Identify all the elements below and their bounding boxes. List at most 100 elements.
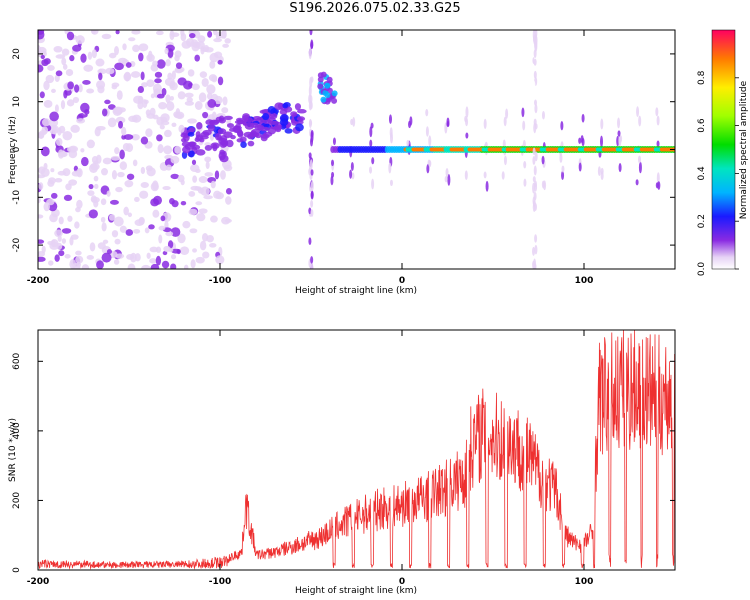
spectrogram-cell xyxy=(40,146,50,157)
spectrogram-cell xyxy=(43,162,48,170)
spectrogram-cell xyxy=(199,240,207,251)
spectrogram-cell xyxy=(371,157,375,165)
spectrogram-cell xyxy=(533,165,537,176)
spectrogram-cell xyxy=(244,117,253,123)
spectrogram-cell xyxy=(94,127,101,137)
spectrogram-cell xyxy=(195,201,203,206)
spectrogram-cell xyxy=(225,188,232,195)
colorbar-tick-label: 0.6 xyxy=(697,118,707,133)
spectrogram-cell xyxy=(202,251,210,259)
spectrogram-x-axis-label: Height of straight line (km) xyxy=(295,286,417,296)
spectrogram-cell xyxy=(214,170,220,180)
spectrogram-cell xyxy=(63,194,73,201)
spectrogram-cell xyxy=(578,137,582,144)
spectrogram-cell xyxy=(188,150,195,158)
spectrogram-cell xyxy=(43,80,50,91)
spectrogram-cell xyxy=(141,264,151,269)
spectrogram-cell xyxy=(65,69,74,77)
colorbar-tick-label: 0.4 xyxy=(697,166,707,181)
spectrogram-cell xyxy=(194,54,200,62)
spectrogram-cell xyxy=(218,138,228,146)
spectrogram-cell xyxy=(181,40,192,49)
spectrogram-cell xyxy=(279,118,289,126)
spectrogram-cell xyxy=(240,141,247,148)
spectrogram-cell xyxy=(71,170,81,177)
spectrogram-cell xyxy=(205,161,210,169)
spectrogram-cell xyxy=(226,139,234,148)
spectrogram-cell xyxy=(183,80,193,90)
spectrogram-cell xyxy=(106,190,111,197)
spectrogram-cell xyxy=(224,218,232,223)
spectrogram-cell xyxy=(69,259,77,269)
spectrogram-cell xyxy=(108,214,116,221)
spectrogram-cell xyxy=(137,85,145,93)
spectrogram-cell xyxy=(251,128,261,134)
spectrogram-cell xyxy=(209,60,216,69)
spectrogram-cell xyxy=(62,63,68,70)
spectrogram-cell xyxy=(164,47,169,55)
spectrogram-cell xyxy=(209,242,217,248)
spectrogram-cell xyxy=(211,75,218,83)
spectrogram-cell xyxy=(174,50,182,58)
spectrogram-cell xyxy=(158,234,163,244)
spectrogram-cell xyxy=(41,118,51,127)
spectrogram-cell xyxy=(331,90,338,97)
spectrogram-cell xyxy=(74,221,80,229)
spectrogram-cell xyxy=(561,165,565,173)
spectrogram-cell xyxy=(38,64,44,73)
spectrogram-cell xyxy=(204,144,213,151)
spectrogram-cell xyxy=(618,135,622,147)
spectrogram-cell xyxy=(201,77,209,87)
spectrogram-cell xyxy=(80,156,89,167)
spectrogram-cell xyxy=(155,30,164,36)
spectrogram-cell xyxy=(465,106,469,119)
spectrogram-cell xyxy=(189,33,196,39)
y-tick-label: -10 xyxy=(12,190,22,205)
spectrogram-cell xyxy=(127,263,136,269)
colorbar-tick-label: 0.0 xyxy=(697,262,707,277)
spectrogram-cell xyxy=(184,100,195,106)
spectrogram-cell xyxy=(125,229,134,236)
spectrogram-cell xyxy=(162,186,171,191)
spectrogram-cell xyxy=(207,99,217,108)
y-tick-label: 0 xyxy=(12,146,22,152)
spectrogram-cell xyxy=(192,144,201,150)
spectrogram-cell xyxy=(161,88,167,96)
spectrogram-cell xyxy=(40,54,45,60)
spectrogram-cell xyxy=(290,111,298,117)
spectrogram-cell xyxy=(206,234,214,243)
spectrogram-cell xyxy=(171,70,176,80)
spectrogram-cell xyxy=(123,206,129,216)
spectrogram-cell xyxy=(61,57,67,66)
x-tick-label: -200 xyxy=(27,577,50,587)
spectrogram-cell xyxy=(119,149,125,160)
spectrogram-cell xyxy=(96,80,106,90)
spectrogram-cell xyxy=(203,195,213,200)
spectrogram-cell xyxy=(80,102,90,113)
spectrogram-cell xyxy=(483,118,487,130)
spectrogram-cell xyxy=(217,76,224,86)
spectrogram-cell xyxy=(213,38,222,43)
spectrogram-y-ticks: -20 -10 0 10 20 xyxy=(12,48,675,252)
spectrogram-cell xyxy=(49,111,59,122)
spectrogram-cell xyxy=(581,113,585,123)
spectrogram-cell xyxy=(533,180,537,188)
spectrogram-cell xyxy=(600,118,604,130)
spectrogram-cell xyxy=(210,215,218,223)
spectrogram-cell xyxy=(183,133,190,142)
y-tick-label: 20 xyxy=(12,48,22,60)
spectrogram-cell xyxy=(105,67,115,75)
spectrogram-cell xyxy=(192,175,198,183)
spectrogram-cell xyxy=(132,159,138,167)
spectrogram-cell xyxy=(38,214,44,219)
spectrogram-cell xyxy=(182,146,191,154)
spectrogram-cell xyxy=(78,84,83,93)
spectrogram-cell xyxy=(204,156,212,163)
spectrogram-cell xyxy=(206,84,216,95)
spectrogram-cell xyxy=(55,54,66,59)
spectrogram-cell xyxy=(100,198,107,206)
spectrogram-cell xyxy=(109,199,119,205)
spectrogram-cell xyxy=(91,196,100,203)
spectrogram-cell xyxy=(259,126,270,132)
spectrogram-cell xyxy=(505,108,509,119)
